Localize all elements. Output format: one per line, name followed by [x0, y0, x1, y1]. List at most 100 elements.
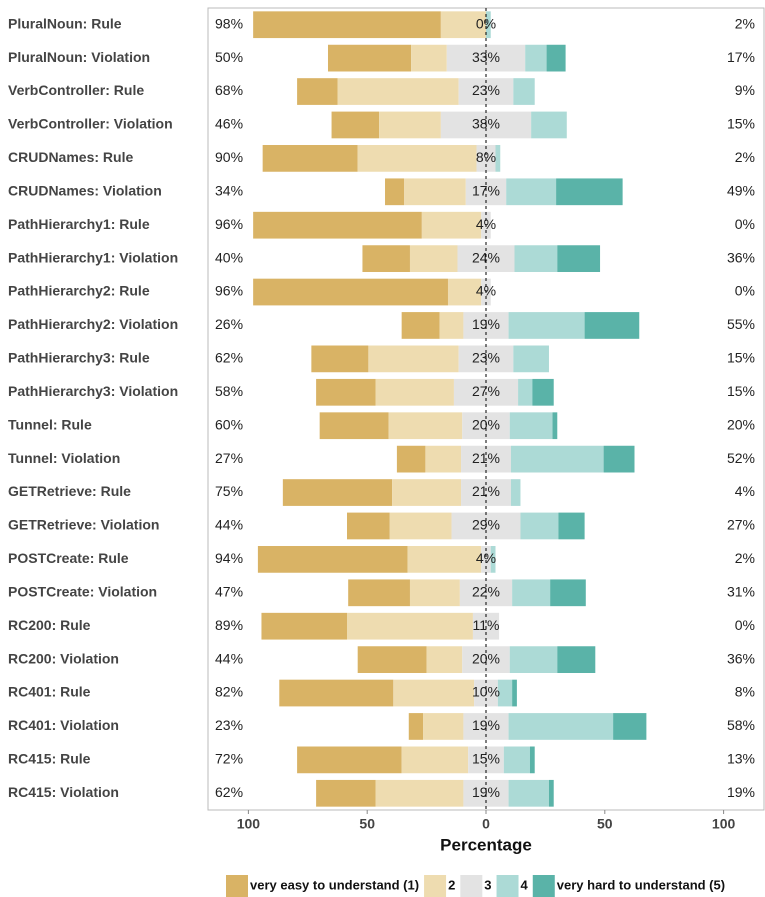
right-label: 8%: [735, 684, 755, 700]
bar-segment: [550, 579, 586, 607]
bar-segment: [529, 746, 535, 774]
right-label: 9%: [735, 82, 755, 98]
bar-segment: [297, 78, 338, 105]
bar-segment: [508, 779, 549, 807]
category-label: RC200: Rule: [8, 617, 91, 633]
bar-segment: [513, 78, 535, 105]
left-label: 62%: [215, 784, 243, 800]
center-label: 11%: [473, 617, 500, 633]
right-label: 2%: [735, 550, 755, 566]
right-label: 15%: [727, 383, 755, 399]
bar-segment: [257, 546, 408, 573]
category-label: RC401: Violation: [8, 717, 119, 733]
bar-segment: [261, 612, 347, 640]
right-label: 0%: [735, 283, 755, 299]
bar-segment: [603, 445, 635, 473]
category-label: CRUDNames: Rule: [8, 149, 133, 165]
left-label: 96%: [215, 216, 243, 232]
right-label: 19%: [727, 784, 755, 800]
bar-segment: [347, 612, 473, 640]
legend-label: 2: [448, 877, 455, 892]
bar-segment: [282, 479, 393, 506]
bar-segment: [368, 345, 459, 373]
left-label: 44%: [215, 650, 243, 666]
center-label: 4%: [476, 550, 496, 566]
bar-segment: [348, 579, 410, 607]
bar-segment: [440, 11, 486, 39]
left-label: 40%: [215, 249, 243, 265]
right-label: 27%: [727, 517, 755, 533]
legend-label: very hard to understand (5): [557, 877, 725, 892]
left-label: 47%: [215, 583, 243, 599]
left-label: 75%: [215, 483, 243, 499]
bar-segment: [426, 646, 463, 673]
bar-segment: [327, 44, 412, 72]
bar-segment: [490, 546, 496, 573]
bar-segment: [525, 44, 547, 72]
center-label: 21%: [472, 483, 500, 499]
x-axis-title: Percentage: [440, 835, 532, 854]
left-label: 34%: [215, 182, 243, 198]
bar-segment: [481, 546, 491, 573]
category-label: GETRetrieve: Violation: [8, 517, 159, 533]
category-label: VerbController: Violation: [8, 116, 173, 132]
bar-segment: [584, 312, 640, 339]
legend-label: very easy to understand (1): [250, 877, 419, 892]
center-label: 19%: [472, 717, 500, 733]
bar-segment: [404, 178, 466, 206]
bar-segment: [297, 746, 402, 774]
bar-segment: [557, 646, 596, 673]
bar-segment: [421, 211, 482, 239]
right-label: 0%: [735, 617, 755, 633]
category-label: PathHierarchy1: Rule: [8, 216, 150, 232]
bar-segment: [388, 412, 463, 440]
category-label: PluralNoun: Rule: [8, 15, 122, 31]
left-label: 58%: [215, 383, 243, 399]
bar-segment: [393, 679, 475, 707]
legend-swatch: [532, 875, 555, 897]
legend-label: 3: [484, 877, 491, 892]
bar-segment: [279, 679, 394, 707]
bar-segment: [409, 245, 458, 272]
center-label: 24%: [472, 249, 500, 265]
bar-segment: [401, 312, 440, 339]
left-label: 89%: [215, 617, 243, 633]
bar-segment: [512, 679, 517, 707]
bar-segment: [552, 412, 558, 440]
category-label: PathHierarchy2: Rule: [8, 283, 150, 299]
category-label: RC415: Rule: [8, 751, 91, 767]
right-label: 49%: [727, 182, 755, 198]
right-label: 36%: [727, 249, 755, 265]
bar-segment: [518, 378, 533, 406]
legend-label: 4: [521, 877, 529, 892]
bar-segment: [497, 679, 513, 707]
bar-segment: [423, 713, 464, 740]
legend-swatch: [460, 875, 483, 897]
bar-segment: [319, 412, 389, 440]
left-label: 44%: [215, 517, 243, 533]
bar-segment: [508, 312, 585, 339]
bar-segment: [253, 211, 422, 239]
bar-segment: [425, 445, 462, 473]
left-label: 23%: [215, 717, 243, 733]
bar-segment: [447, 278, 482, 306]
category-label: CRUDNames: Violation: [8, 182, 162, 198]
left-label: 60%: [215, 416, 243, 432]
left-label: 72%: [215, 751, 243, 767]
bar-segment: [558, 512, 585, 540]
center-label: 8%: [476, 149, 496, 165]
category-label: RC415: Violation: [8, 784, 119, 800]
category-label: VerbController: Rule: [8, 82, 144, 98]
right-label: 13%: [727, 751, 755, 767]
bar-segment: [486, 11, 491, 39]
left-label: 96%: [215, 283, 243, 299]
right-label: 2%: [735, 149, 755, 165]
bar-segment: [375, 779, 464, 807]
category-label: PathHierarchy1: Violation: [8, 249, 178, 265]
bar-segment: [512, 579, 551, 607]
category-label: PathHierarchy2: Violation: [8, 316, 178, 332]
category-label: PathHierarchy3: Violation: [8, 383, 178, 399]
bar-segment: [439, 312, 464, 339]
x-tick-label: 0: [482, 816, 490, 832]
bar-segment: [362, 245, 410, 272]
